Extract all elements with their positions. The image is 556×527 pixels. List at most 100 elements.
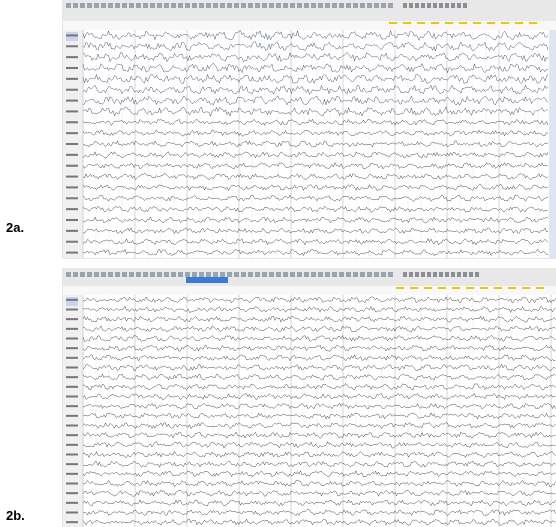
screenshots (0, 0, 556, 527)
toolbar-icon (185, 3, 190, 8)
toolbar-icon (463, 272, 467, 277)
toolbar-icon (311, 272, 316, 277)
channel-name (66, 512, 78, 514)
panel-b (63, 269, 556, 527)
figure: 2a. 2b. (() => { const data = JSON.parse… (0, 0, 556, 527)
channel-name (66, 230, 78, 232)
toolbar-icon (457, 272, 461, 277)
toolbar-icon (80, 3, 85, 8)
toolbar-icon (463, 3, 467, 8)
toolbar-icon (143, 272, 148, 277)
toolbar-icon (475, 272, 479, 277)
toolbar-icon (164, 3, 169, 8)
toolbar-icon (346, 3, 351, 8)
channel-name (66, 299, 78, 301)
toolbar-icon (241, 3, 246, 8)
toolbar-icon (469, 272, 473, 277)
toolbar-icon (87, 3, 92, 8)
toolbar-icon (115, 272, 120, 277)
channel-name (66, 483, 78, 485)
toolbar-icon (367, 272, 372, 277)
toolbar-icon (297, 3, 302, 8)
toolbar-icon (157, 3, 162, 8)
toolbar-icon (171, 3, 176, 8)
toolbar-icon (353, 3, 358, 8)
channel-name (66, 415, 78, 417)
channel-name (66, 197, 78, 199)
toolbar-icon (143, 3, 148, 8)
channel-name (66, 241, 78, 243)
channel-name (66, 89, 78, 91)
toolbar-icon (346, 272, 351, 277)
channel-name (66, 521, 78, 523)
toolbar-icon (262, 272, 267, 277)
channel-name (66, 208, 78, 210)
toolbar-icon (269, 272, 274, 277)
channel-name (66, 473, 78, 475)
channel-name (66, 367, 78, 369)
toolbar-icon (220, 3, 225, 8)
channel-name (66, 121, 78, 123)
toolbar-icon (248, 272, 253, 277)
toolbar-icon (360, 3, 365, 8)
toolbar-icon (409, 272, 413, 277)
toolbar-icon (381, 3, 386, 8)
toolbar-icon (213, 272, 218, 277)
toolbar-icon (178, 3, 183, 8)
toolbar-icon (234, 272, 239, 277)
toolbar-icon (381, 272, 386, 277)
toolbar-icon (80, 272, 85, 277)
toolbar-icon (108, 3, 113, 8)
toolbar-icon (129, 272, 134, 277)
montage-button[interactable] (66, 32, 78, 41)
toolbar-icon (339, 272, 344, 277)
toolbar-icon (122, 272, 127, 277)
toolbar-icon (255, 272, 260, 277)
toolbar-icon (318, 272, 323, 277)
channel-name (66, 67, 78, 69)
toolbar-icon (332, 3, 337, 8)
toolbar-icon (415, 3, 419, 8)
toolbar-icon (185, 272, 190, 277)
channel-name (66, 396, 78, 398)
toolbar-icon (101, 3, 106, 8)
toolbar-icon (164, 272, 169, 277)
toolbar-icon (283, 3, 288, 8)
toolbar-icon (213, 3, 218, 8)
channel-name (66, 219, 78, 221)
toolbar-icon (122, 3, 127, 8)
toolbar-icon (283, 272, 288, 277)
toolbar-icon (388, 272, 393, 277)
channel-name (66, 405, 78, 407)
channel-name (66, 434, 78, 436)
channel-name (66, 492, 78, 494)
toolbar-icon (115, 3, 120, 8)
toolbar-icon (427, 3, 431, 8)
toolbar-icon (403, 272, 407, 277)
channel-name (66, 186, 78, 188)
toolbar-icon (439, 272, 443, 277)
montage-button[interactable] (66, 297, 78, 306)
toolbar-icon (255, 3, 260, 8)
toolbar-icon (101, 272, 106, 277)
toolbar-icon (73, 3, 78, 8)
toolbar-icon (87, 272, 92, 277)
toolbar-icon (318, 3, 323, 8)
toolbar-icon (234, 3, 239, 8)
toolbar-icon (290, 272, 295, 277)
channel-name (66, 143, 78, 145)
channel-name (66, 100, 78, 102)
toolbar-icon (421, 3, 425, 8)
toolbar-icon (451, 3, 455, 8)
channel-name (66, 328, 78, 330)
channel-name (66, 110, 78, 112)
toolbar-icon (290, 3, 295, 8)
toolbar-icon (94, 272, 99, 277)
toolbar-icon (241, 272, 246, 277)
scrollbar[interactable] (549, 30, 556, 258)
toolbar-icon (227, 272, 232, 277)
toolbar-icon (276, 3, 281, 8)
channel-name (66, 502, 78, 504)
toolbar-icon (445, 3, 449, 8)
dropdown-highlight[interactable] (186, 277, 228, 283)
